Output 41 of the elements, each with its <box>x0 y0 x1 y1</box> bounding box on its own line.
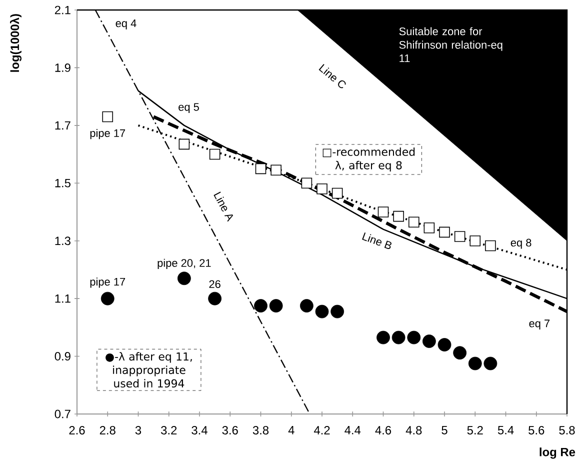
y-tick-label: 1.1 <box>55 294 70 303</box>
x-tick-label: 4.2 <box>314 426 330 434</box>
y-tick-label: 1.3 <box>55 236 70 246</box>
y-tick-label: 1.5 <box>55 178 70 188</box>
x-tick-label: 5.6 <box>528 426 544 434</box>
annotation: ●-λ after eq 11, inappropriate used in 1994 <box>106 352 192 388</box>
annotation: 26 <box>209 280 220 288</box>
annotation: pipe 20, 21 <box>158 258 211 270</box>
x-tick-label: 3 <box>135 426 142 434</box>
x-tick-label: 3.6 <box>222 426 238 434</box>
y-axis-title: log(1000λ) <box>10 14 22 72</box>
y-tick-label: 0.9 <box>54 352 70 361</box>
annotation: pipe 17 <box>90 278 126 288</box>
x-tick-label: 3.2 <box>161 426 177 434</box>
x-tick-label: 2.6 <box>69 426 85 434</box>
x-tick-label: 4.4 <box>344 426 361 434</box>
x-tick-label: 3.4 <box>192 426 208 434</box>
y-tick-label: 2.1 <box>54 6 70 14</box>
annotation: eq 7 <box>529 320 550 330</box>
annotation: pipe 17 <box>90 128 126 140</box>
annotation: Line C <box>318 64 346 88</box>
x-tick-label: 4.6 <box>375 426 392 434</box>
x-tick-label: 4.8 <box>406 426 422 434</box>
y-tick-label: 1.9 <box>55 63 70 72</box>
x-tick-label: 5.2 <box>467 426 483 434</box>
y-tick-label: 0.7 <box>54 410 70 418</box>
x-axis-title: log Re <box>540 448 576 459</box>
x-tick-label: 2.8 <box>100 426 116 434</box>
x-tick-label: 4 <box>288 426 294 434</box>
annotation: eq 5 <box>178 103 199 114</box>
annotation: Line A <box>214 192 234 222</box>
x-tick-label: 5 <box>442 426 448 434</box>
y-tick-label: 1.7 <box>55 121 70 130</box>
annotation: eq 4 <box>116 20 136 30</box>
annotation: □-recommended λ, after eq 8 <box>322 147 415 172</box>
annotation: Suitable zone for Shifrinson relation-eq 11 <box>399 27 502 62</box>
x-tick-label: 5.8 <box>559 426 575 434</box>
x-tick-label: 5.4 <box>498 426 514 434</box>
annotation: Line B <box>362 232 392 249</box>
annotation: eq 8 <box>510 238 532 249</box>
x-tick-label: 3.8 <box>252 426 269 434</box>
